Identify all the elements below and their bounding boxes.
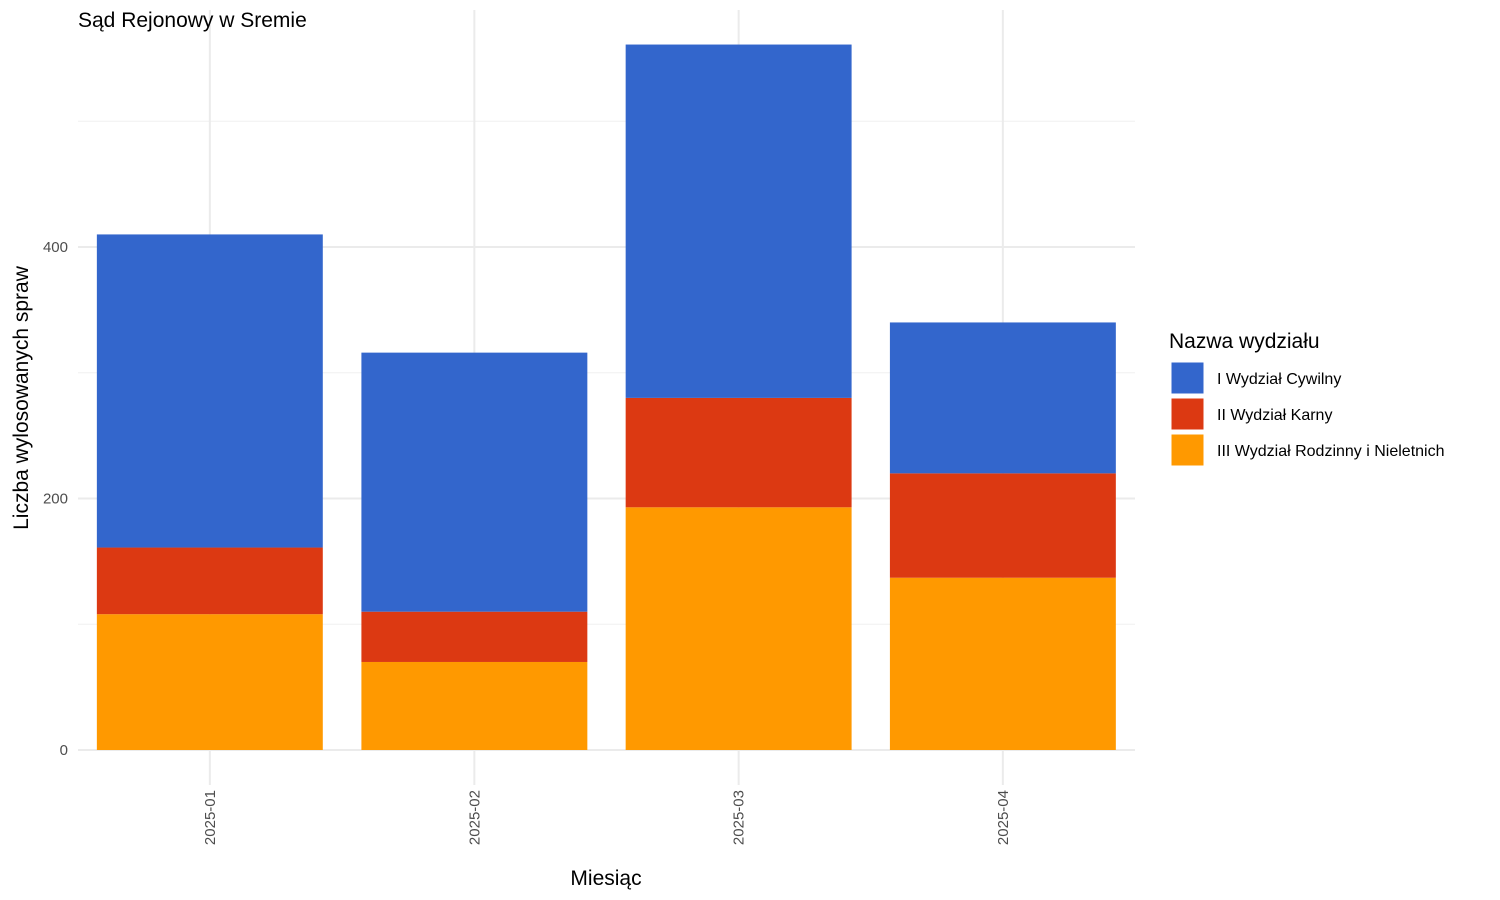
bar-segment — [96, 547, 323, 615]
legend-label: II Wydział Karny — [1217, 407, 1332, 424]
legend-label: I Wydział Cywilny — [1217, 371, 1341, 388]
y-tick-label: 200 — [43, 491, 68, 508]
x-tick-label: 2025-03 — [731, 790, 748, 845]
bar-segment — [889, 577, 1116, 750]
y-axis-title: Liczba wylosowanych spraw — [10, 265, 33, 530]
y-tick-label: 0 — [60, 742, 68, 759]
x-tick-label: 2025-04 — [995, 790, 1012, 845]
x-tick-label: 2025-01 — [202, 790, 219, 845]
bar-segment — [625, 507, 852, 750]
bar-segment — [625, 397, 852, 508]
legend-title: Nazwa wydziału — [1169, 330, 1320, 353]
axis-layer: 0 200 400 2025-01 2025-02 2025-03 2025-04 — [43, 239, 1012, 845]
chart-title: Sąd Rejonowy w Sremie — [78, 9, 307, 32]
y-tick-label: 400 — [43, 239, 68, 256]
bar-segment — [361, 661, 588, 750]
bars-layer — [96, 44, 1116, 750]
bar-segment — [361, 611, 588, 662]
legend-swatch — [1170, 397, 1205, 431]
bar-segment — [625, 44, 852, 398]
bar-segment — [96, 234, 323, 548]
bar-segment — [96, 614, 323, 750]
x-axis-title: Miesiąc — [570, 867, 641, 890]
x-tick-label: 2025-02 — [466, 790, 483, 845]
legend: Nazwa wydziału I Wydział Cywilny II Wydzi… — [1169, 330, 1445, 467]
legend-items: I Wydział Cywilny II Wydział Karny III Wyd… — [1170, 361, 1445, 467]
bar-segment — [361, 352, 588, 612]
bar-segment — [889, 473, 1116, 578]
legend-label: III Wydział Rodzinny i Nieletnich — [1217, 443, 1445, 460]
legend-swatch — [1170, 433, 1205, 467]
bar-segment — [889, 322, 1116, 474]
legend-swatch — [1170, 361, 1205, 395]
